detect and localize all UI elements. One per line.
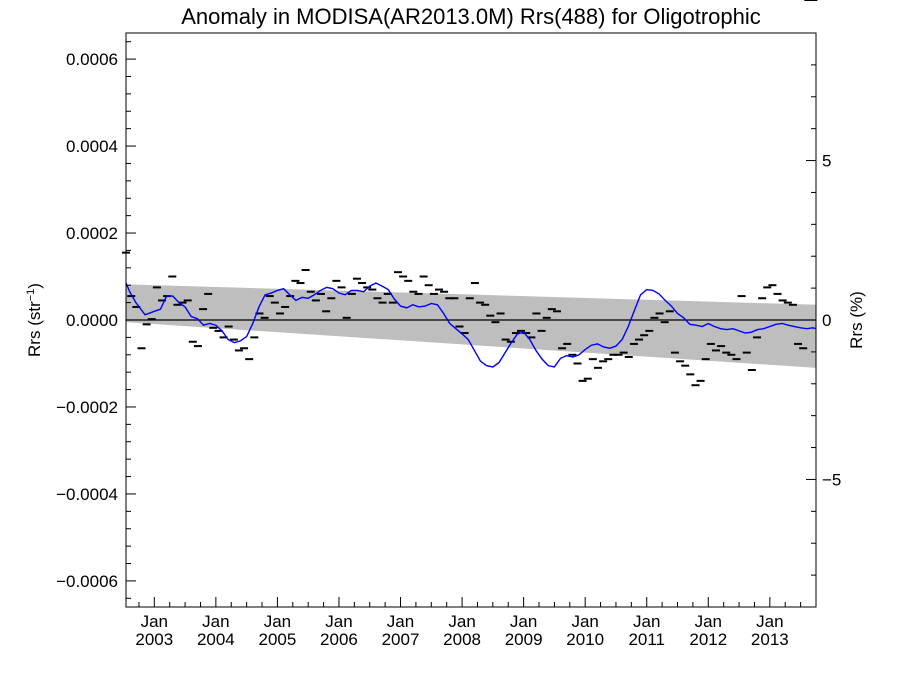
x-tick-month: Jan xyxy=(571,612,598,631)
y-axis-label: Rrs (str−1) xyxy=(25,283,44,357)
chart-title: Anomaly in MODISA(AR2013.0M) Rrs(488) fo… xyxy=(181,4,761,29)
y-axis-left: −0.0006 −0.0004 −0.0002 0.0000 0.0002 0.0004 0… xyxy=(56,41,136,599)
x-tick-month: Jan xyxy=(264,612,291,631)
x-tick-year: 2010 xyxy=(566,630,604,649)
x-axis: Jan2003Jan2004Jan2005Jan2006Jan2007Jan20… xyxy=(135,597,817,649)
x-tick-year: 2011 xyxy=(628,630,665,649)
y2-tick-label: 0 xyxy=(822,311,831,330)
y-tick-label: 0.0002 xyxy=(66,224,118,243)
x-tick-year: 2005 xyxy=(259,630,297,649)
y-axis-label-exponent: −1 xyxy=(25,289,37,302)
x-tick-month: Jan xyxy=(325,612,352,631)
x-tick-year: 2013 xyxy=(751,630,789,649)
y-tick-label: −0.0006 xyxy=(56,572,118,591)
x-tick-year: 2008 xyxy=(443,630,481,649)
trend-band xyxy=(126,284,816,368)
x-tick-month: Jan xyxy=(141,612,168,631)
x-tick-year: 2012 xyxy=(689,630,727,649)
y-tick-label: 0.0006 xyxy=(66,50,118,69)
y-tick-label: 0.0004 xyxy=(66,137,118,156)
y-axis-right: −5 0 5 xyxy=(806,32,841,608)
x-tick-month: Jan xyxy=(448,612,475,631)
y-tick-label: 0.0000 xyxy=(66,311,118,330)
smoothed-anomaly-line xyxy=(125,282,817,368)
x-tick-month: Jan xyxy=(387,612,414,631)
x-tick-month: Jan xyxy=(695,612,722,631)
x-tick-year: 2006 xyxy=(320,630,358,649)
y2-axis-label: Rrs (%) xyxy=(847,291,866,349)
x-tick-year: 2007 xyxy=(382,630,420,649)
x-tick-month: Jan xyxy=(633,612,660,631)
x-tick-month: Jan xyxy=(202,612,229,631)
y-tick-label: −0.0002 xyxy=(56,398,118,417)
x-tick-month: Jan xyxy=(510,612,537,631)
y-tick-label: −0.0004 xyxy=(56,485,118,504)
monthly-points xyxy=(122,0,818,387)
plot-area xyxy=(122,0,818,608)
x-tick-year: 2004 xyxy=(197,630,235,649)
y2-tick-label: 5 xyxy=(822,152,831,171)
x-tick-month: Jan xyxy=(756,612,783,631)
x-tick-year: 2003 xyxy=(135,630,173,649)
y2-tick-label: −5 xyxy=(822,470,841,489)
x-tick-year: 2009 xyxy=(505,630,543,649)
